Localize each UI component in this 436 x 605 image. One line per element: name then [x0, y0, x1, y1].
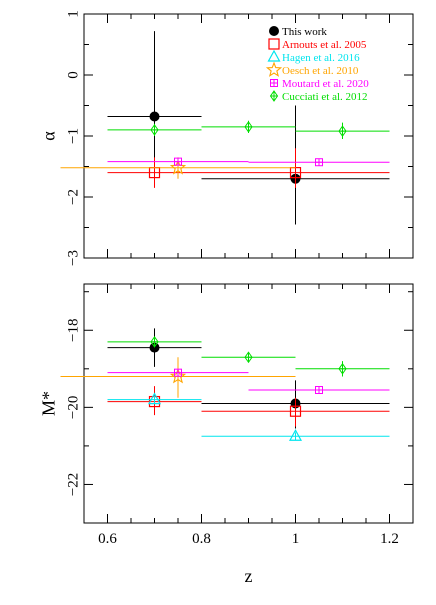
mstar-panel-data: [60, 328, 390, 441]
mstar-axis-label: M*: [38, 391, 58, 416]
point-marker: [150, 124, 159, 136]
data-point: [107, 392, 202, 405]
legend-entry-hagen-et-al-2016: Hagen et al. 2016: [267, 49, 360, 64]
data-point: [201, 397, 390, 427]
point-marker: [147, 392, 162, 405]
y-tick-label: 1: [65, 10, 81, 18]
legend-marker: [265, 61, 283, 77]
data-point: [107, 157, 202, 188]
data-point: [107, 335, 202, 348]
point-marker: [288, 429, 303, 441]
point-marker: [244, 351, 253, 364]
series-cucciati-et-al-2012: [107, 120, 390, 140]
data-point: [248, 386, 390, 395]
series-hagen-et-al-2016: [107, 392, 390, 441]
x-tick-label: 0.8: [192, 531, 211, 547]
x-tick-label: 1.2: [380, 531, 399, 547]
alpha-axis-label: α: [38, 131, 58, 141]
y-tick-label: −22: [65, 473, 81, 496]
legend-entry-this-work: This work: [269, 26, 327, 38]
point-marker: [315, 158, 323, 167]
x-tick-label: 1: [292, 531, 300, 547]
data-point: [295, 122, 390, 140]
legend-entry-oesch-et-al-2010: Oesch et al. 2010: [265, 61, 359, 77]
legend-entry-arnouts-et-al-2005: Arnouts et al. 2005: [268, 38, 367, 51]
legend-label: Moutard et al. 2020: [282, 78, 369, 90]
data-point: [201, 120, 296, 133]
series-arnouts-et-al-2005: [107, 386, 390, 427]
legend-label: Cucciati et al. 2012: [282, 91, 368, 103]
data-point: [107, 157, 249, 166]
y-tick-label: −1: [65, 128, 81, 144]
legend-entry-moutard-et-al-2020: Moutard et al. 2020: [270, 78, 369, 90]
legend-marker: [268, 38, 280, 50]
point-marker: [169, 367, 187, 384]
point-marker: [149, 111, 160, 122]
point-marker: [174, 157, 182, 166]
point-marker: [289, 405, 302, 417]
legend-marker: [269, 90, 279, 102]
mstar-panel: −18 −20 −22 0.6 0.8 1 1.2 M* z: [38, 283, 414, 586]
legend-marker: [270, 79, 278, 87]
alpha-panel-data: [60, 31, 390, 225]
y-tick-label: −18: [65, 319, 81, 342]
legend-label: Hagen et al. 2016: [282, 52, 360, 64]
series-moutard-et-al-2020: [107, 368, 390, 395]
point-marker: [315, 386, 323, 395]
y-tick-label: −20: [65, 396, 81, 419]
mstar-panel-ticks: −18 −20 −22 0.6 0.8 1 1.2: [65, 284, 414, 547]
legend-entry-cucciati-et-al-2012: Cucciati et al. 2012: [269, 90, 368, 103]
data-point: [107, 123, 202, 136]
y-tick-label: 0: [65, 71, 81, 79]
y-tick-label: −2: [65, 189, 81, 205]
y-tick-label: −3: [65, 250, 81, 266]
legend-label: Oesch et al. 2010: [282, 65, 359, 77]
legend-marker: [267, 49, 281, 62]
point-marker: [174, 368, 182, 377]
data-point: [107, 368, 249, 377]
series-cucciati-et-al-2012: [107, 335, 390, 377]
redshift-axis-label: z: [245, 566, 253, 586]
point-marker: [338, 125, 347, 137]
point-marker: [169, 159, 187, 175]
series-this-work: [107, 328, 390, 429]
data-point: [201, 351, 296, 364]
point-marker: [150, 335, 159, 348]
data-point: [248, 158, 390, 167]
data-point: [201, 429, 390, 441]
data-point: [60, 357, 296, 398]
point-marker: [338, 362, 347, 375]
data-point: [295, 361, 390, 377]
series-oesch-et-al-2010: [60, 357, 296, 398]
series-arnouts-et-al-2005: [107, 148, 390, 188]
point-marker: [244, 120, 253, 133]
alpha-panel-ticks: −3 −2 −1 0 1: [65, 10, 414, 266]
x-tick-label: 0.6: [98, 531, 117, 547]
legend-marker: [269, 26, 279, 36]
series-moutard-et-al-2020: [107, 157, 390, 167]
legend-label: Arnouts et al. 2005: [282, 39, 367, 51]
legend-label: This work: [282, 26, 327, 38]
